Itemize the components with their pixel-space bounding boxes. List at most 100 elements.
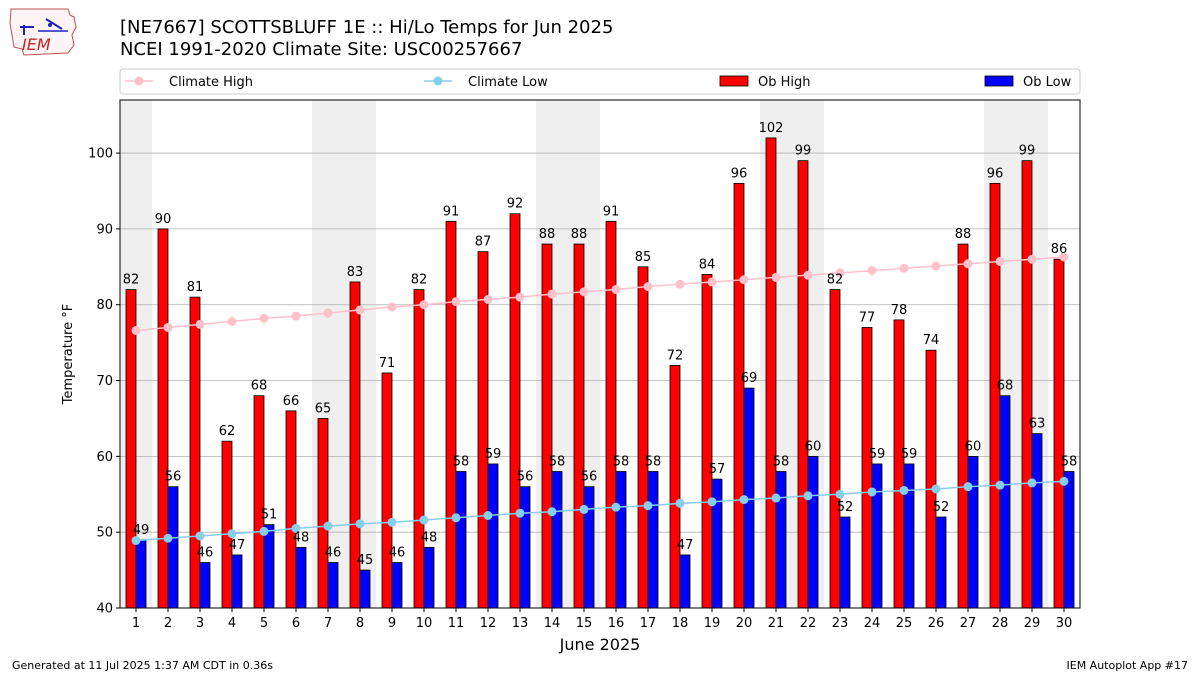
ob-high-bar — [509, 213, 521, 609]
ob-low-bar — [999, 395, 1011, 609]
ob-high-bar — [605, 220, 617, 609]
ob-low-bar — [807, 455, 819, 609]
climate-low-point — [899, 485, 909, 495]
logo-text: IEM — [22, 35, 51, 54]
climate-high-point — [195, 319, 205, 329]
climate-low-point — [547, 507, 557, 517]
ob-low-label: 46 — [389, 546, 406, 561]
ob-low-bar — [455, 471, 467, 609]
ob-low-bar — [647, 471, 659, 609]
ob-high-bar — [701, 273, 713, 609]
ob-high-label: 82 — [411, 273, 428, 288]
ob-high-label: 74 — [923, 333, 940, 348]
x-tick-label: 23 — [832, 616, 849, 631]
ob-high-label: 71 — [379, 356, 396, 371]
ob-high-bar — [477, 251, 489, 609]
ob-high-label: 78 — [891, 303, 908, 318]
climate-low-point — [227, 529, 237, 539]
ob-low-label: 49 — [133, 523, 150, 538]
ob-high-bar — [445, 220, 457, 609]
climate-high-point — [1027, 254, 1037, 264]
ob-low-label: 56 — [517, 470, 534, 485]
ob-low-bar — [679, 554, 691, 609]
x-tick-label: 25 — [896, 616, 913, 631]
x-axis-title: June 2025 — [559, 635, 641, 654]
climate-high-point — [419, 300, 429, 310]
x-tick-label: 22 — [800, 616, 817, 631]
ob-low-bar — [135, 539, 147, 609]
x-tick-label: 6 — [292, 616, 300, 631]
climate-high-point — [163, 322, 173, 332]
x-tick-label: 1 — [132, 616, 140, 631]
ob-low-bar — [871, 463, 883, 609]
ob-low-legend-label: Ob Low — [1023, 75, 1072, 90]
y-tick-label: 60 — [96, 450, 113, 465]
ob-low-label: 46 — [197, 546, 214, 561]
ob-low-label: 59 — [869, 447, 886, 462]
ob-high-bar — [381, 372, 393, 609]
ob-high-bar — [541, 243, 553, 609]
ob-low-label: 56 — [165, 470, 182, 485]
ob-high-label: 88 — [571, 227, 588, 242]
climate-low-point — [803, 491, 813, 501]
ob-low-bar — [327, 562, 339, 609]
x-tick-label: 15 — [576, 616, 593, 631]
ob-high-bar — [765, 137, 777, 609]
ob-low-bar — [551, 471, 563, 609]
ob-low-bar — [487, 463, 499, 609]
ob-high-label: 87 — [475, 235, 492, 250]
x-tick-label: 13 — [512, 616, 529, 631]
climate-high-point — [451, 297, 461, 307]
climate-low-point — [515, 508, 525, 518]
ob-low-bar — [583, 486, 595, 609]
climate-high-point — [547, 289, 557, 299]
ob-low-bar — [775, 471, 787, 609]
climate-high-point — [227, 316, 237, 326]
climate-low-point — [707, 497, 717, 507]
climate-high-point — [835, 268, 845, 278]
climate-high-point — [931, 261, 941, 271]
climate-high-point — [739, 275, 749, 285]
chart-title: [NE7667] SCOTTSBLUFF 1E :: Hi/Lo Temps f… — [120, 17, 614, 38]
ob-high-bar — [157, 228, 169, 609]
y-tick-label: 80 — [96, 298, 113, 313]
footer-generated-note: Generated at 11 Jul 2025 1:37 AM CDT in … — [12, 659, 273, 672]
climate-high-point — [291, 311, 301, 321]
ob-low-bar — [1031, 433, 1043, 609]
ob-low-label: 58 — [549, 455, 566, 470]
climate-low-point — [579, 504, 589, 514]
ob-high-legend-swatch — [719, 75, 749, 87]
ob-low-label: 60 — [965, 439, 982, 454]
x-tick-label: 27 — [960, 616, 977, 631]
ob-high-bar — [733, 183, 745, 609]
ob-high-label: 85 — [635, 250, 652, 265]
ob-low-label: 51 — [261, 508, 278, 523]
ob-low-label: 59 — [485, 447, 502, 462]
ob-low-label: 58 — [1061, 455, 1078, 470]
ob-high-label: 91 — [603, 204, 620, 219]
ob-high-label: 96 — [731, 166, 748, 181]
ob-low-bar — [199, 562, 211, 609]
ob-high-label: 68 — [251, 379, 268, 394]
ob-high-label: 88 — [539, 227, 556, 242]
x-tick-label: 19 — [704, 616, 721, 631]
ob-high-label: 62 — [219, 424, 236, 439]
x-tick-label: 3 — [196, 616, 204, 631]
ob-low-label: 58 — [613, 455, 630, 470]
ob-low-label: 52 — [837, 500, 854, 515]
plot-frame — [119, 99, 1081, 609]
climate-low-point — [643, 501, 653, 511]
x-tick-label: 20 — [736, 616, 753, 631]
climate-low-point — [291, 523, 301, 533]
ob-high-label: 90 — [155, 212, 172, 227]
climate-high-point — [323, 308, 333, 318]
ob-low-bar — [935, 516, 947, 609]
climate-high-point — [515, 292, 525, 302]
climate-low-point — [1027, 478, 1037, 488]
ob-low-bar — [519, 486, 531, 609]
ob-high-label: 99 — [1019, 144, 1036, 159]
x-tick-label: 8 — [356, 616, 364, 631]
ob-low-label: 58 — [453, 455, 470, 470]
ob-low-bar — [391, 562, 403, 609]
